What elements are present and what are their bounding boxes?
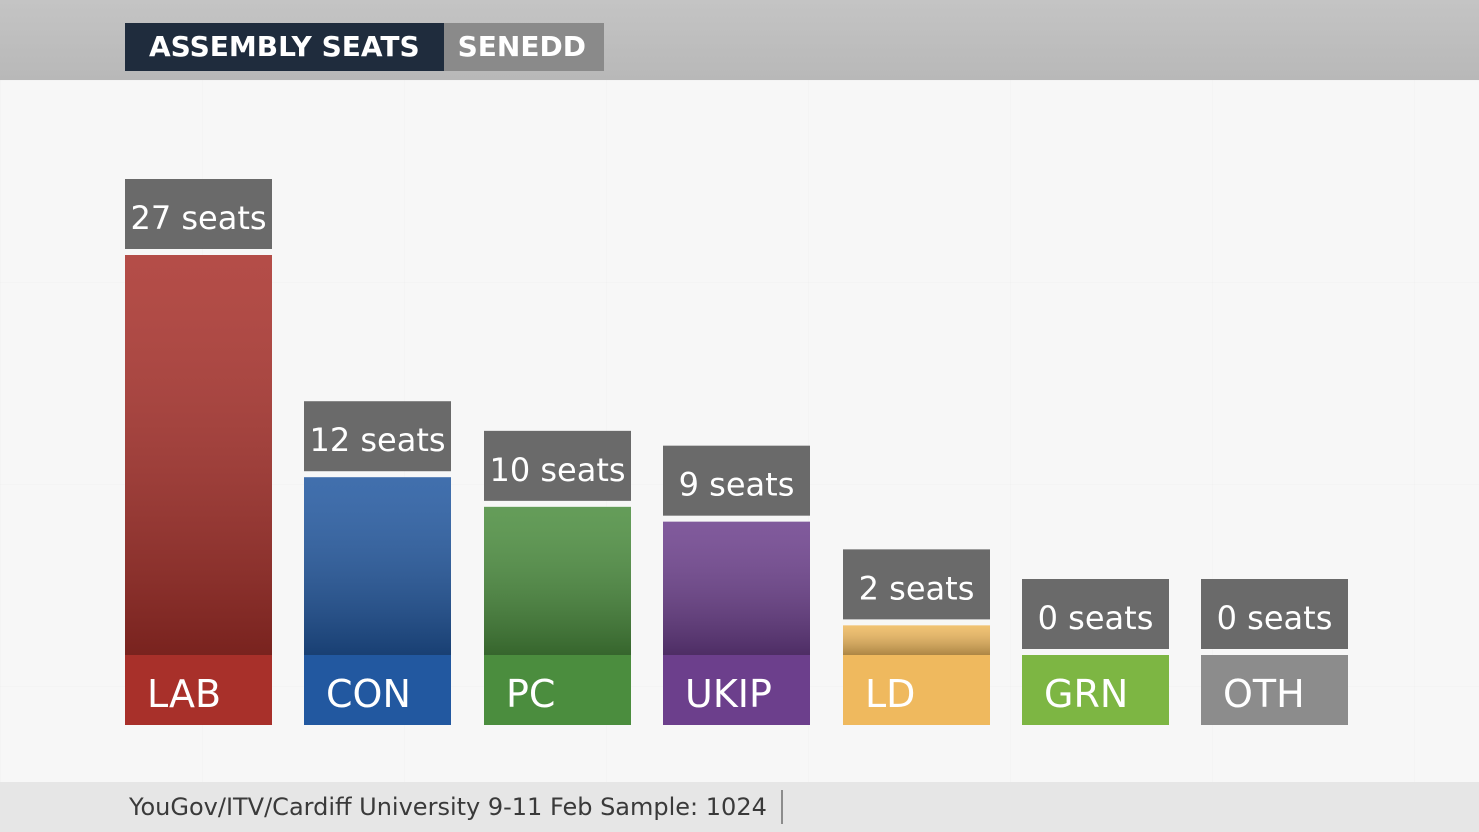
value-label-lab: 27 seats [130, 199, 266, 237]
category-label-con: CON [326, 672, 411, 716]
value-label-box-oth [1201, 579, 1348, 649]
footer-band [0, 782, 1479, 832]
category-label-lab: LAB [147, 672, 221, 716]
value-label-box-ld [843, 549, 990, 620]
value-label-grn: 0 seats [1038, 599, 1154, 637]
category-block-oth [1201, 655, 1348, 725]
value-label-pc: 10 seats [489, 451, 625, 489]
value-label-box-ukip [663, 445, 810, 516]
category-block-ukip [663, 655, 810, 725]
bar-shade-ukip [663, 521, 810, 655]
bar-shade-lab [125, 255, 272, 655]
category-label-ld: LD [865, 672, 915, 716]
value-label-box-lab [125, 179, 272, 249]
value-label-box-con [304, 401, 451, 472]
value-label-box-pc [484, 430, 631, 501]
value-label-box-grn [1022, 579, 1169, 649]
bar-shade-con [304, 477, 451, 655]
source-note: YouGov/ITV/Cardiff University 9-11 Feb S… [129, 790, 783, 824]
category-label-grn: GRN [1044, 672, 1128, 716]
chart-title: ASSEMBLY SEATS [125, 23, 444, 71]
chart-subtitle: SENEDD [443, 23, 604, 71]
value-label-ld: 2 seats [859, 569, 975, 607]
category-block-ld [843, 655, 990, 725]
category-block-pc [484, 655, 631, 725]
value-label-ukip: 9 seats [679, 466, 795, 504]
value-label-con: 12 seats [309, 421, 445, 459]
category-label-pc: PC [506, 672, 555, 716]
category-block-grn [1022, 655, 1169, 725]
value-label-oth: 0 seats [1217, 599, 1333, 637]
bar-shade-ld [843, 625, 990, 655]
category-block-con [304, 655, 451, 725]
category-block-lab [125, 655, 272, 725]
category-label-oth: OTH [1223, 672, 1305, 716]
title-bar: ASSEMBLY SEATS SENEDD [125, 23, 604, 71]
category-label-ukip: UKIP [685, 672, 772, 716]
bar-shade-pc [484, 506, 631, 655]
